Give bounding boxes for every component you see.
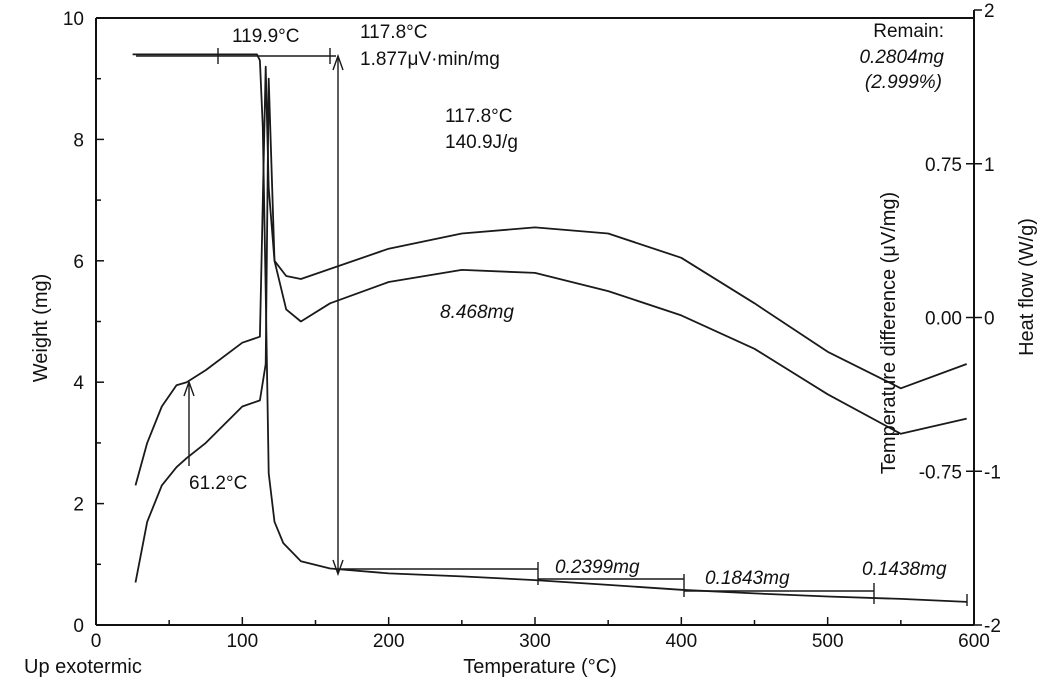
y-left-tick-label: 10 — [63, 9, 84, 30]
y-right-outer-tick-label: -2 — [984, 616, 1001, 637]
mass-loss-arrow-head-bottom — [332, 559, 344, 577]
y-left-ticks: 0 2 4 6 8 10 — [63, 9, 104, 637]
y-right-outer-tick-label: 1 — [984, 155, 995, 176]
annotation-onset-61: 61.2°C — [189, 473, 247, 494]
x-tick-label: 400 — [665, 631, 697, 652]
y-right-inner-tick-label: 0.00 — [925, 309, 962, 330]
curves — [132, 53, 968, 603]
y-right-outer-ticks: -2 -1 0 1 2 — [974, 1, 1001, 637]
y-right-inner-ticks: -0.75 0.00 0.75 — [919, 155, 974, 483]
series-line-3 — [134, 77, 967, 583]
annotation-remain-mass: 0.2804mg — [859, 47, 944, 68]
y-axis-left-label: Weight (mg) — [30, 274, 52, 383]
y-right-outer-tick-label: -1 — [984, 462, 1001, 483]
y-left-tick-label: 8 — [73, 130, 84, 151]
y-right-outer-tick-label: 0 — [984, 309, 995, 330]
y-left-tick-label: 2 — [73, 495, 84, 516]
x-tick-label: 200 — [373, 631, 405, 652]
x-tick-label: 100 — [226, 631, 258, 652]
series-line-1 — [132, 53, 967, 603]
mass-loss-arrow-head-top — [332, 53, 344, 71]
annotation-mass-loss: 8.468mg — [440, 302, 514, 323]
x-ticks: 0 100 200 300 400 500 600 — [91, 617, 990, 652]
x-tick-label: 0 — [91, 631, 102, 652]
annotation-step-1: 0.2399mg — [555, 557, 640, 578]
series-line-2 — [134, 65, 968, 486]
y-right-outer-tick-label: 2 — [984, 1, 995, 22]
y-left-tick-label: 4 — [73, 373, 84, 394]
y-axis-right-inner-label: Temperature difference (μV/mg) — [878, 192, 900, 474]
x-tick-label: 500 — [812, 631, 844, 652]
y-left-tick-label: 6 — [73, 252, 84, 273]
x-tick-label: 600 — [958, 631, 990, 652]
y-right-inner-tick-label: 0.75 — [925, 155, 962, 176]
onset-61-arrow-head — [183, 379, 195, 397]
annotation-peak-temp: 117.8°C — [360, 22, 427, 43]
corner-note: Up exotermic — [24, 656, 142, 678]
x-axis-label: Temperature (°C) — [463, 656, 617, 678]
annotation-enthalpy: 140.9J/g — [445, 132, 518, 153]
annotation-peak-area: 1.877μV·min/mg — [360, 49, 500, 70]
annotation-enthalpy-temp: 117.8°C — [445, 106, 512, 127]
annotation-remain-label: Remain: — [873, 21, 944, 42]
y-left-tick-label: 0 — [73, 616, 84, 637]
annotation-onset-temp: 119.9°C — [232, 26, 299, 47]
y-right-inner-tick-label: -0.75 — [919, 462, 962, 483]
y-axis-right-outer-label: Heat flow (W/g) — [1016, 218, 1038, 356]
annotation-step-2: 0.1843mg — [705, 568, 790, 589]
measurement-guides — [136, 48, 968, 606]
annotation-step-3: 0.1438mg — [862, 559, 947, 580]
annotation-remain-percent: (2.999%) — [865, 72, 942, 93]
x-tick-label: 300 — [519, 631, 551, 652]
